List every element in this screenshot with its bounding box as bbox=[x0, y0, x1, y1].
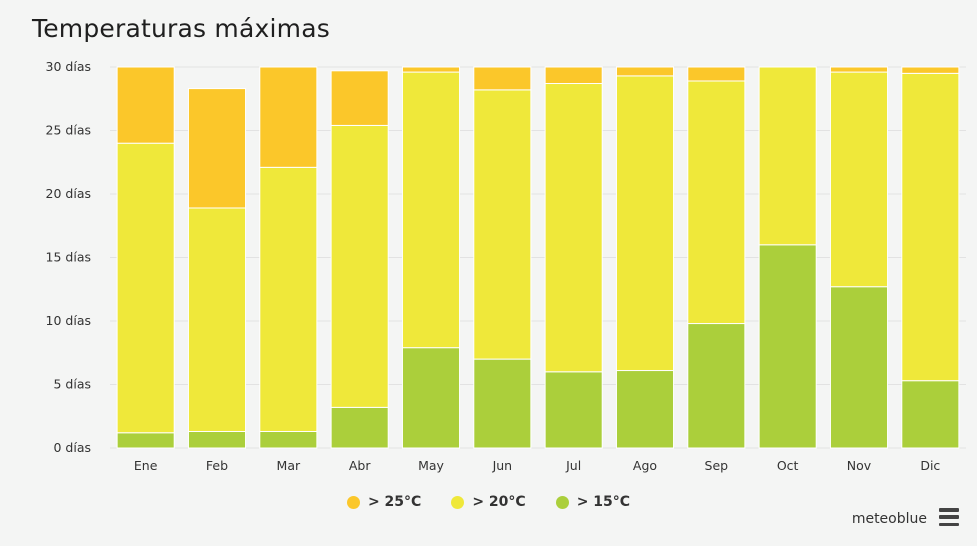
bars bbox=[116, 66, 960, 449]
y-tick-label: 0 días bbox=[53, 440, 91, 455]
bar-segment-jun-gt15[interactable] bbox=[473, 358, 532, 449]
x-tick-label: Sep bbox=[705, 458, 729, 473]
legend-dot-gt15 bbox=[555, 495, 569, 509]
bar-segment-oct-gt15[interactable] bbox=[758, 244, 817, 449]
x-tick-label: Ago bbox=[633, 458, 657, 473]
grid-lines bbox=[110, 66, 966, 449]
bar-segment-mar-gt15[interactable] bbox=[259, 430, 318, 449]
x-tick-label: Abr bbox=[349, 458, 371, 473]
bar-segment-nov-gt25[interactable] bbox=[829, 66, 889, 73]
bar-segment-jul-gt25[interactable] bbox=[544, 66, 603, 85]
y-tick-label: 20 días bbox=[46, 186, 91, 201]
bar-segment-mar-gt20[interactable] bbox=[259, 166, 318, 432]
chart-title: Temperaturas máximas bbox=[32, 14, 330, 43]
bar-segment-sep-gt15[interactable] bbox=[687, 323, 746, 449]
bar-segment-feb-gt20[interactable] bbox=[187, 207, 247, 432]
bar-segment-jul-gt15[interactable] bbox=[544, 371, 603, 449]
x-tick-label: Jun bbox=[492, 458, 513, 473]
y-tick-label: 10 días bbox=[46, 313, 91, 328]
x-tick-label: Jul bbox=[565, 458, 581, 473]
legend: > 25°C > 20°C > 15°C bbox=[0, 494, 977, 510]
x-tick-label: Ene bbox=[134, 458, 158, 473]
bar-segment-ene-gt25[interactable] bbox=[116, 66, 175, 144]
hamburger-menu-icon[interactable] bbox=[939, 508, 959, 526]
bar-segment-ene-gt20[interactable] bbox=[116, 142, 175, 434]
bar-segment-mar-gt25[interactable] bbox=[259, 66, 318, 168]
bar-segment-feb-gt15[interactable] bbox=[187, 430, 247, 449]
bar-segment-ago-gt15[interactable] bbox=[615, 370, 675, 449]
bar-segment-sep-gt20[interactable] bbox=[687, 80, 746, 325]
legend-dot-gt20 bbox=[451, 495, 465, 509]
y-tick-label: 5 días bbox=[53, 377, 91, 392]
bar-segment-nov-gt20[interactable] bbox=[829, 71, 889, 288]
bar-segment-sep-gt25[interactable] bbox=[687, 66, 746, 82]
legend-label-gt15: > 15°C bbox=[576, 494, 631, 510]
bar-segment-abr-gt20[interactable] bbox=[330, 124, 389, 408]
y-tick-label: 15 días bbox=[46, 250, 91, 265]
bar-segment-abr-gt25[interactable] bbox=[330, 70, 389, 126]
bar-segment-may-gt15[interactable] bbox=[401, 347, 461, 449]
x-tick-label: May bbox=[418, 458, 444, 473]
x-tick-label: Dic bbox=[920, 458, 940, 473]
bar-segment-may-gt20[interactable] bbox=[401, 71, 461, 349]
bar-segment-may-gt25[interactable] bbox=[401, 66, 461, 73]
legend-label-gt25: > 25°C bbox=[367, 494, 422, 510]
x-tick-label: Oct bbox=[777, 458, 799, 473]
bar-segment-dic-gt25[interactable] bbox=[901, 66, 960, 74]
brand-logo[interactable]: meteoblue bbox=[851, 511, 927, 527]
x-tick-label: Feb bbox=[206, 458, 228, 473]
bar-segment-ago-gt20[interactable] bbox=[615, 75, 675, 372]
x-axis: Ene Feb Mar Abr May Jun Jul Ago Sep Oct Nov Dic bbox=[134, 458, 941, 473]
x-tick-label: Nov bbox=[847, 458, 872, 473]
legend-item-gt25[interactable]: > 25°C bbox=[346, 494, 422, 510]
bar-segment-dic-gt20[interactable] bbox=[901, 72, 960, 382]
y-tick-label: 25 días bbox=[46, 123, 91, 138]
bar-segment-oct-gt20[interactable] bbox=[758, 66, 817, 246]
legend-label-gt20: > 20°C bbox=[472, 494, 526, 510]
bar-segment-abr-gt15[interactable] bbox=[330, 406, 389, 449]
y-axis: 0 días 5 días 10 días 15 días 20 días 25 días… bbox=[46, 59, 91, 455]
legend-item-gt20[interactable]: > 20°C bbox=[451, 494, 526, 510]
bar-segment-nov-gt15[interactable] bbox=[829, 286, 889, 449]
bar-segment-feb-gt25[interactable] bbox=[187, 88, 247, 209]
bar-segment-jul-gt20[interactable] bbox=[544, 83, 603, 373]
x-tick-label: Mar bbox=[277, 458, 301, 473]
bar-segment-dic-gt15[interactable] bbox=[901, 380, 960, 449]
bar-segment-ene-gt15[interactable] bbox=[116, 432, 175, 449]
y-tick-label: 30 días bbox=[46, 59, 91, 74]
legend-dot-gt25 bbox=[346, 495, 360, 509]
bar-segment-jun-gt25[interactable] bbox=[473, 66, 532, 91]
bar-segment-jun-gt20[interactable] bbox=[473, 89, 532, 360]
legend-item-gt15[interactable]: > 15°C bbox=[555, 494, 631, 510]
bar-segment-ago-gt25[interactable] bbox=[615, 66, 675, 77]
